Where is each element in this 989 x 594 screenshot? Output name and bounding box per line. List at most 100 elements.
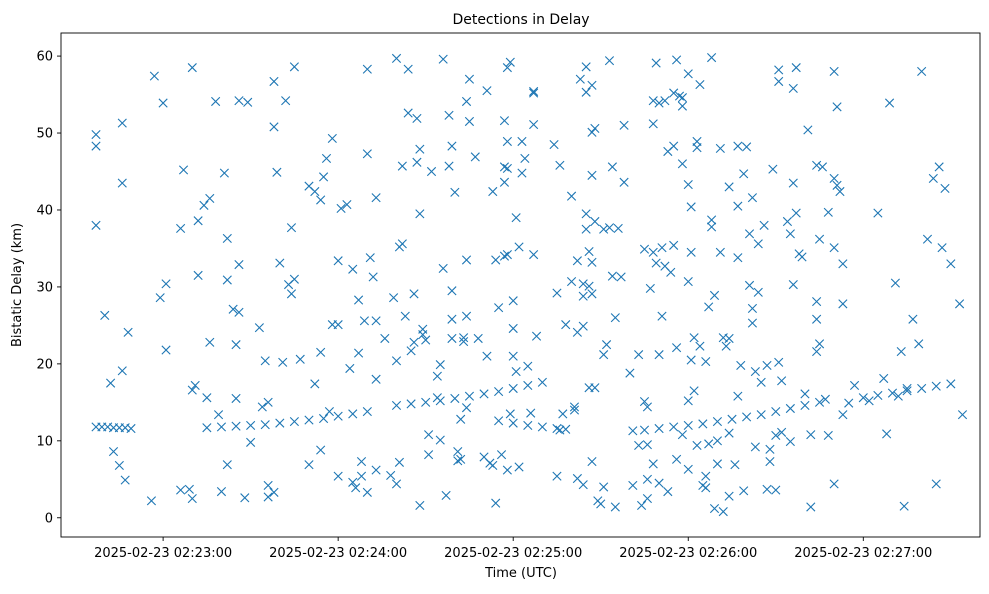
data-point-marker bbox=[391, 400, 402, 411]
data-point-marker bbox=[415, 209, 425, 219]
data-point-marker bbox=[213, 410, 224, 420]
data-point-marker bbox=[642, 474, 652, 484]
data-point-marker bbox=[146, 496, 157, 506]
data-point-marker bbox=[604, 56, 615, 66]
data-point-marker bbox=[537, 377, 547, 387]
data-point-marker bbox=[671, 343, 682, 353]
data-point-marker bbox=[707, 222, 717, 232]
data-point-marker bbox=[482, 351, 492, 361]
data-point-marker bbox=[117, 118, 127, 128]
data-point-marker bbox=[499, 251, 510, 261]
data-point-marker bbox=[348, 264, 358, 274]
data-point-marker bbox=[494, 416, 504, 426]
data-point-marker bbox=[648, 96, 658, 106]
data-point-marker bbox=[275, 258, 285, 268]
x-tick-label: 2025-02-23 02:24:00 bbox=[269, 546, 407, 561]
data-point-marker bbox=[380, 333, 390, 344]
data-point-marker bbox=[514, 462, 524, 472]
data-point-marker bbox=[231, 393, 241, 404]
data-point-marker bbox=[316, 445, 326, 455]
data-point-marker bbox=[304, 460, 314, 470]
data-point-marker bbox=[599, 482, 609, 492]
data-point-marker bbox=[444, 110, 454, 120]
data-point-marker bbox=[269, 122, 279, 132]
data-point-marker bbox=[158, 98, 168, 108]
y-tick-label: 50 bbox=[36, 127, 53, 142]
data-point-marker bbox=[581, 224, 591, 234]
data-point-marker bbox=[359, 316, 370, 326]
data-point-marker bbox=[884, 98, 895, 108]
data-point-marker bbox=[639, 244, 650, 254]
data-point-marker bbox=[479, 389, 489, 399]
data-point-marker bbox=[494, 386, 504, 397]
data-point-marker bbox=[552, 423, 562, 434]
data-point-marker bbox=[669, 422, 679, 432]
data-point-marker bbox=[502, 465, 512, 475]
data-point-marker bbox=[695, 341, 705, 351]
data-point-marker bbox=[928, 173, 938, 184]
data-point-marker bbox=[742, 412, 752, 422]
data-point-marker bbox=[447, 333, 457, 344]
data-point-marker bbox=[750, 442, 760, 452]
data-point-marker bbox=[278, 357, 288, 367]
data-point-marker bbox=[499, 162, 510, 172]
data-point-marker bbox=[362, 487, 372, 497]
data-point-marker bbox=[931, 479, 941, 489]
data-point-marker bbox=[502, 63, 512, 73]
data-point-marker bbox=[421, 335, 431, 345]
data-point-marker bbox=[814, 234, 825, 244]
data-point-marker bbox=[733, 141, 743, 151]
data-point-marker bbox=[642, 440, 652, 450]
data-point-marker bbox=[590, 216, 600, 227]
data-point-marker bbox=[412, 113, 422, 123]
data-point-marker bbox=[286, 223, 297, 233]
data-point-marker bbox=[607, 162, 617, 172]
data-point-marker bbox=[263, 397, 273, 407]
data-point-marker bbox=[272, 167, 282, 177]
data-point-marker bbox=[820, 394, 830, 404]
data-point-marker bbox=[190, 380, 200, 391]
data-point-marker bbox=[628, 426, 638, 436]
data-point-marker bbox=[893, 391, 903, 401]
data-point-marker bbox=[683, 179, 693, 190]
data-point-marker bbox=[371, 316, 381, 326]
data-point-marker bbox=[447, 314, 457, 324]
data-point-marker bbox=[461, 255, 472, 265]
data-point-marker bbox=[555, 425, 565, 435]
data-point-marker bbox=[838, 299, 848, 309]
data-point-marker bbox=[508, 351, 518, 361]
data-point-marker bbox=[724, 428, 734, 438]
data-point-marker bbox=[835, 186, 845, 197]
data-point-marker bbox=[940, 183, 950, 194]
data-point-marker bbox=[917, 383, 927, 394]
data-point-marker bbox=[365, 253, 375, 263]
data-point-marker bbox=[403, 64, 413, 74]
data-point-marker bbox=[333, 471, 343, 481]
data-point-marker bbox=[243, 97, 253, 107]
data-point-marker bbox=[736, 360, 746, 370]
data-point-marker bbox=[281, 96, 291, 106]
data-point-marker bbox=[747, 303, 758, 314]
data-point-marker bbox=[488, 186, 498, 197]
data-point-marker bbox=[257, 402, 267, 412]
data-point-marker bbox=[946, 259, 956, 269]
data-point-marker bbox=[782, 216, 793, 227]
data-point-marker bbox=[438, 54, 448, 64]
data-point-marker bbox=[394, 457, 405, 467]
data-point-marker bbox=[814, 339, 825, 349]
data-point-marker bbox=[391, 53, 402, 63]
data-point-marker bbox=[575, 74, 585, 84]
data-point-marker bbox=[371, 465, 381, 475]
data-point-marker bbox=[216, 422, 227, 432]
data-point-marker bbox=[864, 396, 874, 406]
data-point-marker bbox=[957, 410, 968, 420]
data-point-marker bbox=[327, 133, 337, 144]
data-point-marker bbox=[391, 356, 402, 366]
data-point-marker bbox=[202, 393, 212, 403]
data-point-marker bbox=[747, 318, 758, 328]
data-point-marker bbox=[882, 429, 892, 439]
data-point-marker bbox=[832, 180, 842, 190]
data-point-marker bbox=[590, 123, 600, 134]
data-point-marker bbox=[771, 406, 781, 417]
data-point-marker bbox=[762, 484, 772, 494]
